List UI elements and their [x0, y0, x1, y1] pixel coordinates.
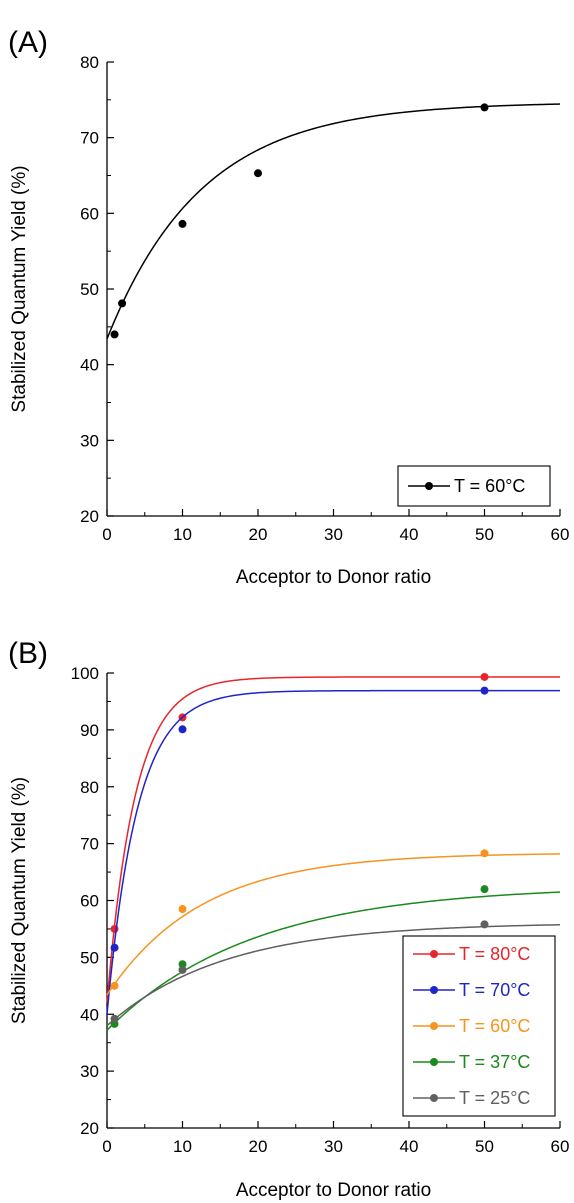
data-point: [178, 965, 187, 974]
data-point: [110, 330, 119, 339]
series-fit-line: [106, 103, 561, 340]
x-tick-label: 50: [475, 525, 494, 544]
x-tick-label: 10: [173, 525, 192, 544]
y-tick-label: 50: [80, 948, 99, 967]
x-tick-label: 0: [102, 525, 111, 544]
legend-label: T = 60°C: [454, 476, 525, 496]
data-point: [118, 299, 127, 308]
data-point: [110, 1014, 119, 1023]
data-point: [110, 981, 119, 990]
x-tick-label: 20: [249, 525, 268, 544]
data-point: [254, 169, 262, 178]
panel-label: (B): [8, 637, 48, 670]
data-point: [480, 686, 489, 695]
y-tick-label: 90: [80, 721, 99, 740]
y-tick-label: 50: [80, 280, 99, 299]
data-point: [178, 219, 187, 228]
legend-label: T = 37°C: [459, 1052, 530, 1072]
y-tick-label: 20: [80, 1119, 99, 1138]
legend-swatch-marker: [425, 482, 433, 490]
legend-swatch-marker: [430, 950, 438, 958]
y-tick-label: 30: [80, 431, 99, 450]
legend-label: T = 60°C: [459, 1016, 530, 1036]
x-tick-label: 10: [173, 1137, 192, 1156]
data-point: [178, 960, 187, 969]
y-tick-label: 40: [80, 1005, 99, 1024]
data-point: [480, 885, 489, 894]
x-tick-label: 50: [475, 1137, 494, 1156]
panel-label: (A): [8, 26, 48, 59]
data-point: [480, 103, 489, 112]
x-tick-label: 60: [551, 525, 570, 544]
y-tick-label: 20: [80, 507, 99, 526]
y-tick-label: 80: [80, 53, 99, 72]
data-point: [480, 920, 489, 929]
y-tick-label: 100: [71, 664, 99, 683]
x-tick-label: 20: [249, 1137, 268, 1156]
legend-swatch-marker: [430, 1022, 438, 1030]
panel-a: (A) 0 10 20 30 40 50 60 20 30 40 50 60 70 80 Acceptor t…: [8, 26, 569, 588]
x-tick-label: 30: [324, 525, 343, 544]
y-axis-label: Stabilized Quantum Yield (%): [9, 777, 30, 1024]
x-tick-label: 0: [102, 1137, 111, 1156]
data-point: [110, 943, 119, 952]
panel-b: (B) 0 10 20 30 40 50 60 20 30 40 50 60 70 80 90 100 Accep…: [8, 637, 569, 1201]
data-point: [178, 725, 187, 734]
y-tick-label: 40: [80, 356, 99, 375]
legend-label: T = 25°C: [459, 1088, 530, 1108]
y-axis-label: Stabilized Quantum Yield (%): [9, 165, 30, 412]
y-tick-label: 60: [80, 204, 99, 223]
legend-swatch-marker: [430, 986, 438, 994]
y-tick-label: 70: [80, 835, 99, 854]
x-axis-label: Acceptor to Donor ratio: [236, 1180, 431, 1201]
legend-label: T = 70°C: [459, 980, 530, 1000]
y-tick-label: 80: [80, 778, 99, 797]
x-tick-label: 60: [551, 1137, 570, 1156]
data-point: [480, 849, 489, 858]
y-tick-label: 70: [80, 129, 99, 148]
legend-label: T = 80°C: [459, 944, 530, 964]
legend-swatch-marker: [430, 1058, 438, 1066]
x-tick-label: 30: [324, 1137, 343, 1156]
data-point: [480, 672, 489, 681]
x-tick-label: 40: [400, 1137, 419, 1156]
data-point: [178, 905, 187, 914]
x-axis-label: Acceptor to Donor ratio: [236, 567, 431, 588]
y-tick-label: 60: [80, 892, 99, 911]
legend-swatch-marker: [430, 1094, 438, 1102]
y-tick-label: 30: [80, 1062, 99, 1081]
x-tick-label: 40: [400, 525, 419, 544]
